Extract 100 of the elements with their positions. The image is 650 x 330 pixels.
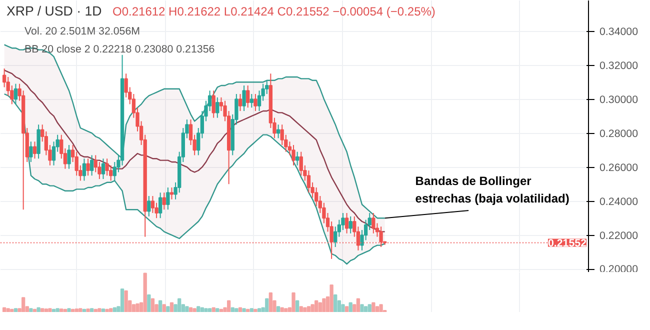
candlestick [158,192,162,219]
bar [10,308,14,312]
bar [36,307,40,312]
bar [238,307,242,312]
bar [78,308,82,312]
bar [360,304,364,312]
bar [276,306,280,312]
bar [372,302,376,312]
bar [254,308,258,312]
bar [375,306,380,312]
bar [318,302,322,312]
bar [67,308,71,312]
candlestick [299,151,303,176]
y-tick-label: 0.34000 [600,26,638,38]
candlestick [170,187,174,200]
bar [348,302,352,312]
bar [303,307,307,312]
bar [334,294,338,312]
bar [257,308,262,312]
candlestick [32,141,37,160]
bar [310,304,314,312]
bar [101,308,106,312]
bar [230,307,234,312]
y-tick-label: 0.28000 [600,128,638,140]
candlestick [254,94,258,112]
bar [200,307,204,312]
ref-line-label: 0.21552 [548,238,587,250]
bar [40,308,44,312]
bar [44,308,48,312]
bar [280,307,284,312]
bar [216,308,220,312]
bar [246,308,250,312]
chart-subtitle: O0.21612 H0.21622 L0.21424 C0.21552 −0.00054 (−0.25%) [112,4,436,18]
candlestick [29,141,33,162]
bar [295,300,300,312]
candlestick [101,158,106,180]
bar [284,308,288,312]
y-tick-label: 0.26000 [600,162,638,174]
bar [212,307,216,312]
bar [330,284,334,312]
bar [364,306,368,312]
bar [234,308,238,312]
y-tick-label: 0.32000 [600,60,638,72]
bar [70,308,75,312]
bar [74,308,78,312]
bar [226,300,231,312]
bar [2,307,6,312]
bar [314,300,318,312]
bar [98,308,102,312]
bar [344,306,349,312]
y-tick-label: 0.30000 [600,94,638,106]
candlestick [67,144,71,170]
candlestick [276,124,280,139]
bar [219,308,224,312]
bar [147,294,151,312]
bar [166,306,170,312]
bar [379,304,383,312]
candlestick [216,96,220,118]
candlestick [212,90,216,118]
bar [32,308,37,312]
y-tick-label: 0.22000 [600,230,638,242]
bar [158,300,162,312]
bar [48,308,52,312]
bar [120,288,124,312]
bar [250,308,254,312]
candlestick [250,94,254,108]
bar [112,307,116,312]
candlestick [82,158,86,182]
bar [299,306,303,312]
bar [242,308,246,312]
bar [90,308,94,312]
chart-title: XRP / USD · 1D [6,4,102,18]
candlestick [344,212,349,234]
bar [341,304,345,312]
bar [178,298,182,312]
bar [82,308,86,312]
bar [356,298,360,312]
candlestick [372,212,376,234]
bar [208,308,212,312]
candlestick [166,187,170,210]
candlestick [295,151,300,166]
bar [265,298,269,312]
bar [185,306,189,312]
text: Bandas de Bollinger estrechas (baja volatilidad) [415,174,570,206]
bar [196,306,200,312]
bar [204,308,208,312]
bar [188,307,193,312]
bar [14,308,18,312]
bar [22,297,26,312]
bar [29,308,33,312]
candlestick [246,85,250,108]
candlestick [162,192,166,210]
candlestick [86,158,90,176]
candlestick [105,158,109,176]
bar [192,308,196,312]
candlestick [242,85,246,112]
y-tick-label: 0.24000 [600,196,638,208]
bar [368,304,372,312]
bar [322,298,326,312]
candlestick [147,196,151,217]
